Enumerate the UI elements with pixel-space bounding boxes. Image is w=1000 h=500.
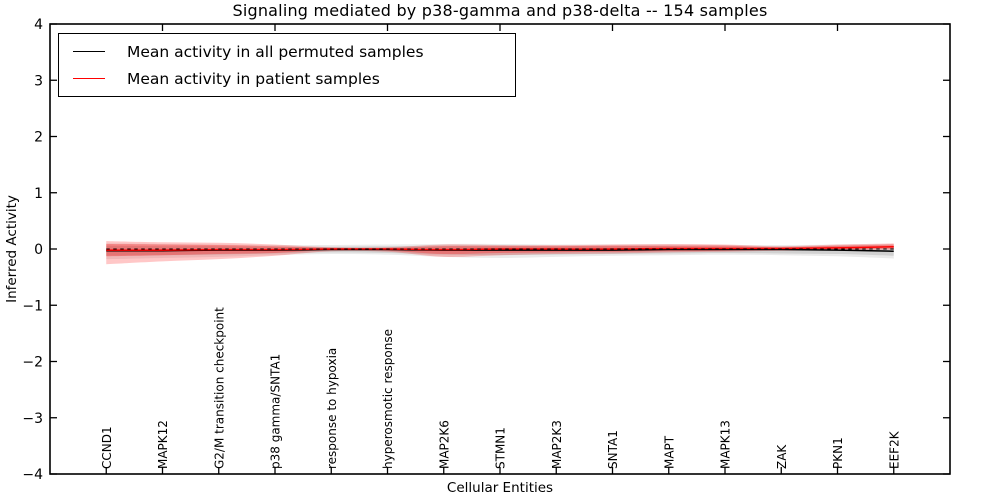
x-category-label: STMN1 xyxy=(494,427,508,469)
x-category-label: response to hypoxia xyxy=(325,348,339,469)
permuted-band-outer xyxy=(106,243,894,260)
y-axis-label: Inferred Activity xyxy=(4,195,20,303)
legend-item-patient: Mean activity in patient samples xyxy=(73,67,515,91)
y-tick-label: 1 xyxy=(34,186,43,202)
legend-line-red xyxy=(73,78,105,79)
x-axis-label: Cellular Entities xyxy=(446,480,554,496)
chart-title: Signaling mediated by p38-gamma and p38-… xyxy=(232,1,768,20)
x-category-label: MAP2K6 xyxy=(437,420,451,469)
patient-band-outer xyxy=(106,241,894,265)
y-tick-label: 4 xyxy=(34,17,43,33)
y-tick-label: −3 xyxy=(22,411,43,427)
legend-box: Mean activity in all permuted samples Me… xyxy=(58,33,516,97)
x-category-label: G2/M transition checkpoint xyxy=(212,307,226,469)
y-tick-label: 3 xyxy=(34,73,43,89)
x-category-label: PKN1 xyxy=(831,437,845,469)
x-category-label: MAP2K3 xyxy=(550,420,564,469)
x-category-label: SNTA1 xyxy=(606,430,620,469)
y-tick-label: 2 xyxy=(34,130,43,146)
x-category-label: ZAK xyxy=(775,444,789,469)
y-tick-label: 0 xyxy=(34,242,43,258)
y-tick-label: −1 xyxy=(22,298,43,314)
x-category-label: hyperosmotic response xyxy=(381,329,395,469)
legend-label-permuted: Mean activity in all permuted samples xyxy=(127,42,424,61)
x-category-label: MAPK12 xyxy=(156,420,170,469)
x-category-label: EEF2K xyxy=(887,430,901,469)
legend-item-permuted: Mean activity in all permuted samples xyxy=(73,40,515,64)
y-tick-label: −2 xyxy=(22,355,43,371)
x-category-label: MAPT xyxy=(662,435,676,469)
legend-label-patient: Mean activity in patient samples xyxy=(127,69,380,88)
y-tick-label: −4 xyxy=(22,467,43,483)
x-category-label: p38 gamma/SNTA1 xyxy=(269,354,283,469)
x-category-label: MAPK13 xyxy=(719,420,733,469)
legend-line-black xyxy=(73,51,105,52)
x-category-label: CCND1 xyxy=(100,426,114,469)
